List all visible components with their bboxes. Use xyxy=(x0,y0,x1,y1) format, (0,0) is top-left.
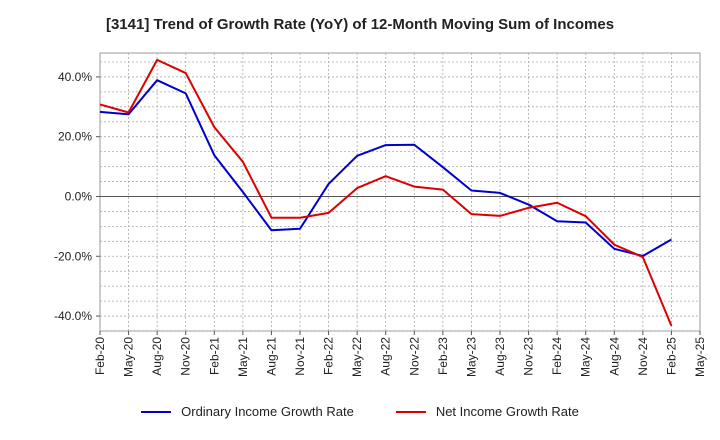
x-tick-label: Nov-22 xyxy=(407,337,421,376)
x-tick-label: May-24 xyxy=(579,337,593,377)
x-tick-label: Nov-24 xyxy=(636,337,650,376)
y-tick-label: 0.0% xyxy=(65,189,93,203)
legend-label-ordinary: Ordinary Income Growth Rate xyxy=(181,404,354,419)
x-tick-label: Feb-25 xyxy=(664,337,678,375)
legend-item-net: Net Income Growth Rate xyxy=(395,404,579,419)
chart-title: [3141] Trend of Growth Rate (YoY) of 12-… xyxy=(105,16,615,33)
y-tick-label: -40.0% xyxy=(54,309,92,323)
x-tick-label: Feb-20 xyxy=(93,337,107,375)
legend-label-net: Net Income Growth Rate xyxy=(435,404,579,419)
x-tick-label: May-23 xyxy=(464,337,478,377)
x-tick-label: Aug-20 xyxy=(150,337,164,376)
x-tick-label: Nov-21 xyxy=(293,337,307,376)
x-tick-label: May-25 xyxy=(693,337,707,377)
y-tick-label: 20.0% xyxy=(58,130,92,144)
x-tick-label: May-22 xyxy=(350,337,364,377)
x-tick-label: May-21 xyxy=(236,337,250,377)
x-tick-label: Feb-21 xyxy=(207,337,221,375)
series-line-ordinary-income xyxy=(99,79,672,257)
x-tick-label: Feb-22 xyxy=(322,337,336,375)
x-tick-label: Aug-24 xyxy=(607,337,621,376)
x-tick-label: Feb-23 xyxy=(436,337,450,375)
x-tick-label: Aug-21 xyxy=(264,337,278,376)
x-tick-label: Nov-23 xyxy=(522,337,536,376)
x-tick-label: Nov-20 xyxy=(179,337,193,376)
x-tick-label: May-20 xyxy=(122,337,136,377)
legend-swatch-net xyxy=(395,410,426,413)
series-line-net-income xyxy=(99,58,673,327)
legend: Ordinary Income Growth Rate Net Income G… xyxy=(0,404,720,419)
x-tick-label: Aug-23 xyxy=(493,337,507,376)
x-tick-label: Feb-24 xyxy=(550,337,564,375)
plot-area xyxy=(99,52,701,332)
y-tick-label: 40.0% xyxy=(58,70,92,84)
legend-item-ordinary: Ordinary Income Growth Rate xyxy=(141,404,354,419)
legend-swatch-ordinary xyxy=(141,410,172,413)
x-tick-label: Aug-22 xyxy=(379,337,393,376)
y-tick-label: -20.0% xyxy=(54,249,92,263)
